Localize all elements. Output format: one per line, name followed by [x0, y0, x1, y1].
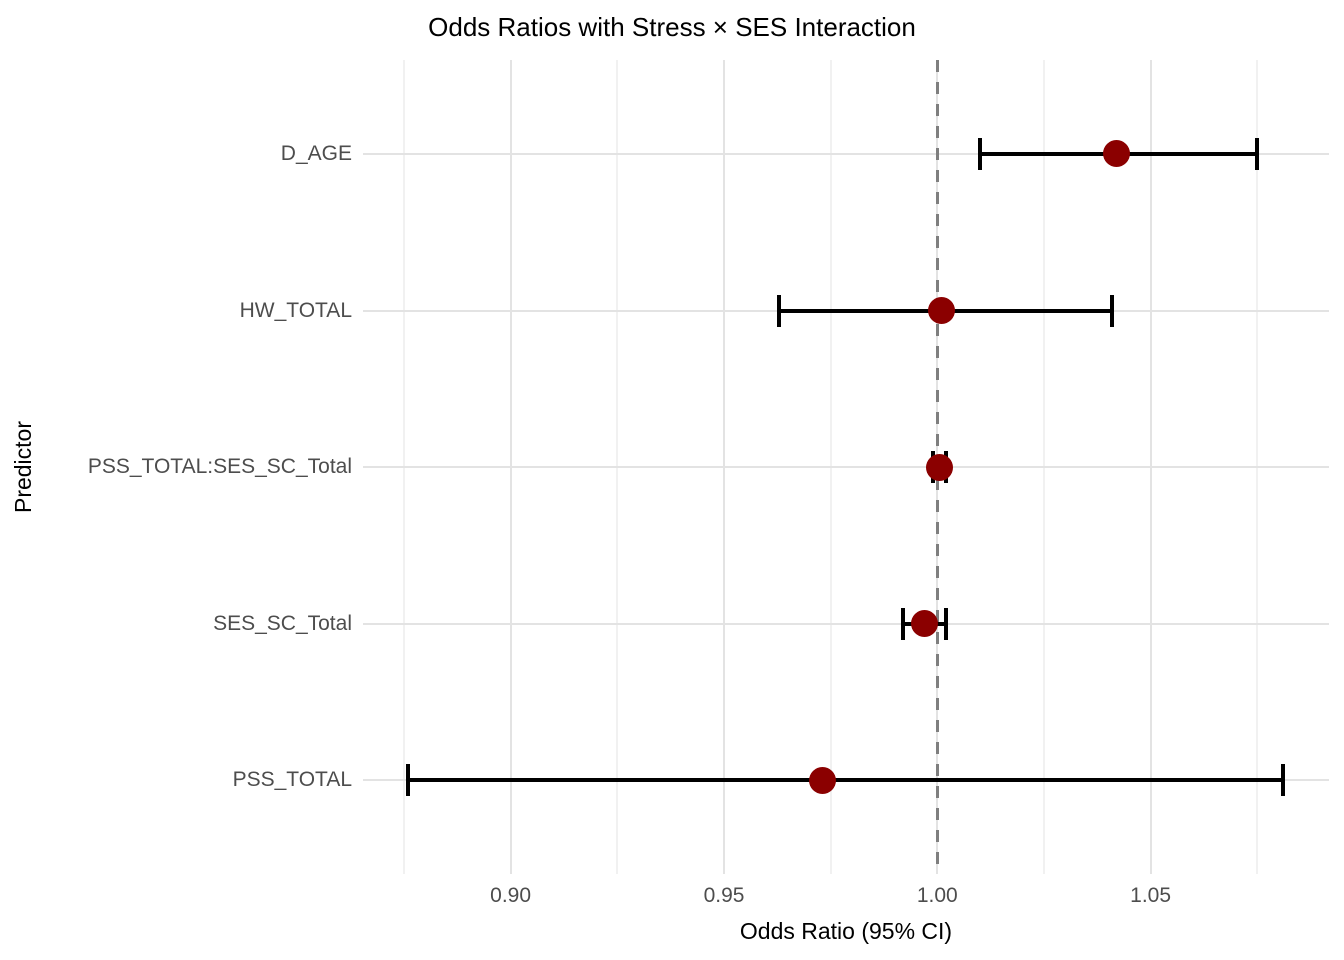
- x-axis-title: Odds Ratio (95% CI): [739, 918, 953, 944]
- y-axis-label: SES_SC_Total: [213, 611, 352, 635]
- plot-title: Odds Ratios with Stress × SES Interactio…: [428, 12, 916, 42]
- error-bar-cap-right: [1280, 764, 1285, 797]
- error-bar-cap-left: [777, 294, 782, 327]
- error-bar-line: [408, 778, 1283, 783]
- odds-ratio-point: [808, 766, 836, 794]
- error-bar-cap-left: [901, 607, 906, 640]
- y-gridline: [363, 622, 1329, 625]
- x-axis-tick-label: 0.95: [703, 884, 745, 907]
- plot-panel: [363, 60, 1329, 874]
- error-bar-cap-left: [978, 137, 982, 170]
- error-bar-cap-right: [943, 607, 948, 640]
- odds-ratio-point: [925, 453, 953, 481]
- y-gridline: [363, 466, 1329, 468]
- x-axis-tick-label: 0.90: [490, 884, 532, 907]
- y-axis-label: PSS_TOTAL:SES_SC_Total: [87, 455, 352, 478]
- error-bar-cap-right: [1110, 294, 1115, 327]
- x-axis-tick-label: 1.05: [1130, 884, 1172, 907]
- odds-ratio-point: [1103, 140, 1130, 168]
- x-axis-tick-label: 1.00: [916, 884, 958, 907]
- odds-ratio-point: [928, 297, 956, 324]
- y-axis-label: HW_TOTAL: [239, 298, 352, 322]
- odds-ratio-point: [911, 610, 938, 637]
- error-bar-cap-right: [1255, 137, 1260, 170]
- y-gridline: [363, 152, 1329, 155]
- y-axis-label: PSS_TOTAL: [232, 768, 352, 792]
- y-axis-label: D_AGE: [280, 141, 352, 165]
- error-bar-cap-left: [406, 764, 411, 797]
